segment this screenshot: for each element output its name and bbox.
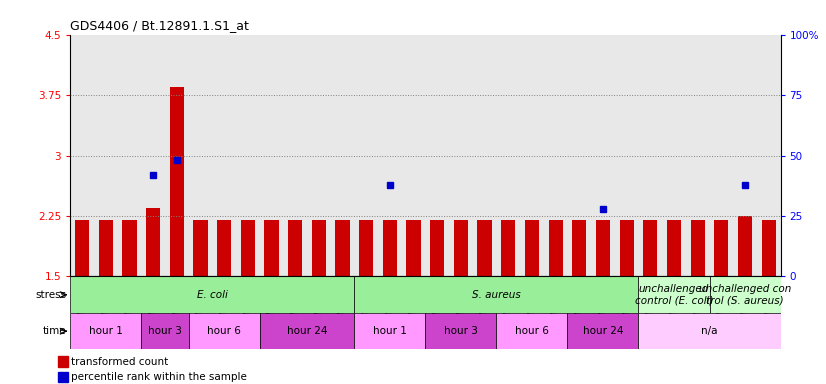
- Bar: [311, 220, 326, 276]
- Text: hour 1: hour 1: [373, 326, 407, 336]
- Text: unchallenged
control (E. coli): unchallenged control (E. coli): [634, 284, 714, 305]
- Text: transformed count: transformed count: [71, 357, 169, 367]
- Bar: [501, 220, 515, 276]
- Text: hour 6: hour 6: [515, 326, 549, 336]
- Bar: [259, 313, 354, 349]
- Bar: [359, 220, 373, 276]
- Bar: [354, 276, 638, 313]
- Bar: [406, 220, 420, 276]
- Bar: [710, 276, 781, 313]
- Bar: [141, 313, 188, 349]
- Text: stress: stress: [35, 290, 66, 300]
- Bar: [58, 372, 68, 382]
- Text: E. coli: E. coli: [197, 290, 228, 300]
- Bar: [75, 220, 89, 276]
- Bar: [477, 220, 491, 276]
- Bar: [188, 313, 259, 349]
- Text: hour 24: hour 24: [582, 326, 624, 336]
- Text: time: time: [42, 326, 66, 336]
- Bar: [146, 208, 160, 276]
- Bar: [122, 220, 136, 276]
- Text: S. aureus: S. aureus: [472, 290, 521, 300]
- Bar: [453, 220, 468, 276]
- Bar: [98, 220, 113, 276]
- Bar: [382, 220, 397, 276]
- Text: GDS4406 / Bt.12891.1.S1_at: GDS4406 / Bt.12891.1.S1_at: [70, 19, 249, 32]
- Bar: [354, 313, 425, 349]
- Text: hour 6: hour 6: [207, 326, 241, 336]
- Bar: [714, 220, 729, 276]
- Bar: [691, 220, 705, 276]
- Bar: [335, 220, 349, 276]
- Bar: [496, 313, 567, 349]
- Bar: [425, 313, 496, 349]
- Bar: [288, 220, 302, 276]
- Bar: [567, 313, 638, 349]
- Text: hour 3: hour 3: [148, 326, 182, 336]
- Bar: [548, 220, 563, 276]
- Bar: [525, 220, 539, 276]
- Text: hour 24: hour 24: [287, 326, 327, 336]
- Bar: [620, 220, 634, 276]
- Text: hour 3: hour 3: [444, 326, 478, 336]
- Bar: [738, 216, 752, 276]
- Bar: [70, 313, 141, 349]
- Bar: [240, 220, 255, 276]
- Bar: [572, 220, 586, 276]
- Bar: [596, 220, 610, 276]
- Bar: [638, 313, 781, 349]
- Bar: [193, 220, 207, 276]
- Text: n/a: n/a: [701, 326, 718, 336]
- Bar: [762, 220, 776, 276]
- Bar: [667, 220, 681, 276]
- Text: hour 1: hour 1: [88, 326, 123, 336]
- Bar: [70, 276, 354, 313]
- Text: unchallenged con
trol (S. aureus): unchallenged con trol (S. aureus): [699, 284, 791, 305]
- Bar: [430, 220, 444, 276]
- Text: percentile rank within the sample: percentile rank within the sample: [71, 372, 247, 382]
- Bar: [58, 356, 68, 367]
- Bar: [169, 87, 184, 276]
- Bar: [264, 220, 278, 276]
- Bar: [217, 220, 231, 276]
- Bar: [638, 276, 710, 313]
- Bar: [643, 220, 657, 276]
